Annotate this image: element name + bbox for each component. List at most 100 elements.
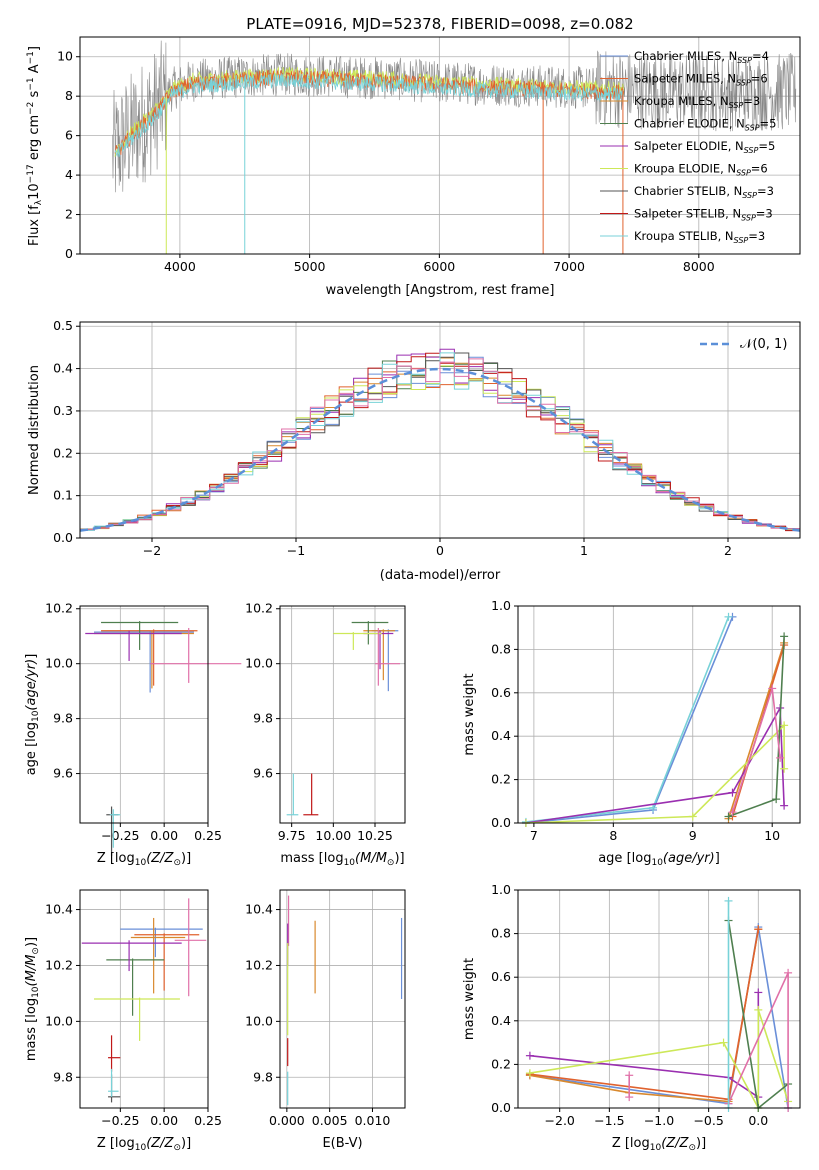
age-z-grid: −0.25 0.00 0.25 9.6 9.8 10.0 10.2 [45, 601, 222, 843]
mass-ebv-ytick-label: 10.2 [245, 957, 273, 972]
age-z-ytick-label: 9.8 [53, 711, 73, 726]
histogram-xtick-label: 2 [724, 543, 732, 558]
mass-vs-ebv-panel: 0.000 0.005 0.010 9.8 10.0 10.2 10.4 E(B-V) [245, 889, 406, 1151]
weight-age-xtick-label: 7 [530, 828, 538, 843]
age-z-xtick-label: −0.25 [101, 828, 139, 843]
mass-ebv-xlabel: E(B-V) [322, 1136, 362, 1151]
legend-label: Kroupa STELIB, NSSP=3 [634, 229, 765, 245]
legend-label: Chabrier MILES, NSSP=4 [634, 49, 769, 65]
spectrum-panel: PLATE=0916, MJD=52378, FIBERID=0098, z=0… [26, 15, 801, 298]
weight-age-line [525, 616, 730, 823]
weight-z-xtick-label: −1.0 [644, 1113, 674, 1128]
mass-ebv-ytick-label: 10.0 [245, 1013, 273, 1028]
legend-label: Chabrier STELIB, NSSP=3 [634, 184, 774, 200]
mass-z-xlabel: Z [log10(Z/Z⊙)] [97, 1136, 191, 1153]
histogram-ytick-label: 0.1 [53, 488, 73, 503]
age-mass-ytick-label: 9.6 [253, 766, 273, 781]
age-z-ylabel: age [log10(age/yr)] [24, 654, 41, 776]
histogram-ytick-label: 0.4 [53, 361, 73, 376]
mass-z-ylabel: mass [log10(M/M⊙)] [24, 937, 41, 1061]
spectrum-ytick-label: 8 [65, 88, 73, 103]
age-mass-xtick-label: 10.25 [357, 828, 393, 843]
mass-z-data [81, 898, 207, 1103]
normal-legend: 𝒩(0, 1) [700, 337, 787, 352]
spectrum-xlabel: wavelength [Angstrom, rest frame] [326, 283, 555, 298]
spectrum-ylabel: Flux [fλ10−17 erg cm−2 s−1 A−1] [26, 46, 44, 246]
weight-z-ylabel: mass weight [462, 958, 477, 1040]
age-mass-xlabel: mass [log10(M/M⊙)] [280, 851, 404, 868]
weight-z-xtick-label: −2.0 [545, 1113, 575, 1128]
spectrum-ytick-label: 0 [65, 246, 73, 261]
age-z-xtick-label: 0.25 [194, 828, 222, 843]
spectrum-ytick-label: 6 [65, 128, 73, 143]
age-mass-axes-frame [279, 605, 406, 824]
weight-z-ytick-label: 0.4 [491, 1013, 511, 1028]
weight-age-ytick-label: 0.6 [491, 685, 511, 700]
normal-legend-label: 𝒩(0, 1) [740, 337, 787, 352]
histogram-axes-frame [79, 321, 801, 539]
legend-label: Salpeter MILES, NSSP=6 [634, 72, 768, 88]
legend-label: Kroupa ELODIE, NSSP=6 [634, 162, 768, 178]
mass-ebv-ytick-label: 9.8 [253, 1069, 273, 1084]
age-z-ytick-label: 10.2 [45, 601, 73, 616]
weight-z-xtick-label: −1.5 [594, 1113, 624, 1128]
weight-z-data [525, 896, 793, 1112]
age-z-data [85, 621, 242, 856]
weight-age-xtick-label: 10 [764, 828, 780, 843]
weight-age-line [525, 616, 734, 824]
histogram-ytick-label: 0.3 [53, 403, 73, 418]
mass-z-ytick-label: 10.2 [45, 957, 73, 972]
legend-label: Salpeter STELIB, NSSP=3 [634, 207, 773, 223]
weight-age-xlabel: age [log10(age/yr)] [598, 851, 720, 868]
legend-label: Salpeter ELODIE, NSSP=5 [634, 139, 775, 155]
spectrum-ytick-label: 10 [57, 49, 73, 64]
weight-z-axes-frame [517, 889, 801, 1109]
spectrum-xtick-label: 4000 [164, 259, 196, 274]
spectrum-xtick-label: 5000 [294, 259, 326, 274]
weight-age-xtick-label: 8 [609, 828, 617, 843]
age-vs-mass-panel: 9.75 10.00 10.25 9.6 9.8 10.0 10.2 mass [log10(… [245, 601, 406, 868]
spectrum-xtick-label: 8000 [683, 259, 715, 274]
weight-z-ytick-label: 0.8 [491, 926, 511, 941]
mass-ebv-axes-frame [279, 889, 406, 1109]
legend-label: Chabrier ELODIE, NSSP=5 [634, 117, 776, 133]
spectrum-axes-frame [79, 36, 801, 255]
weight-age-line [525, 723, 785, 824]
weight-vs-age-panel: 7 8 9 10 0.0 0.2 0.4 0.6 0.8 1.0 age [log10(age/yr… [462, 598, 801, 868]
age-mass-xtick-label: 9.75 [278, 828, 306, 843]
weight-z-ytick-label: 0.2 [491, 1056, 511, 1071]
weight-age-ytick-label: 0.4 [491, 728, 511, 743]
mass-z-ytick-label: 10.4 [45, 902, 73, 917]
age-mass-data [286, 621, 400, 816]
histogram-ytick-label: 0.5 [53, 318, 73, 333]
histogram-step-line [80, 358, 800, 530]
weight-z-ytick-label: 0.0 [491, 1100, 511, 1115]
age-vs-z-panel: −0.25 0.00 0.25 9.6 9.8 10.0 10.2 Z [log10(Z/Z⊙… [24, 601, 242, 868]
mass-ebv-ytick-label: 10.4 [245, 902, 273, 917]
mass-z-ytick-label: 9.8 [53, 1069, 73, 1084]
weight-z-ytick-label: 1.0 [491, 882, 511, 897]
weight-vs-z-panel: −2.0 −1.5 −1.0 −0.5 0.0 0.0 0.2 0.4 0.6 0.8 1.0 Z [… [462, 882, 801, 1153]
histogram-ylabel: Normed distribution [27, 365, 42, 495]
age-z-ytick-label: 10.0 [45, 656, 73, 671]
histogram-xlabel: (data-model)/error [380, 568, 501, 583]
weight-age-ylabel: mass weight [462, 673, 477, 755]
residual-histogram-panel: −2 −1 0 1 2 0.0 0.1 0.2 0.3 0.4 0.5 (data-model)/e… [27, 318, 801, 583]
histogram-ytick-label: 0.2 [53, 445, 73, 460]
mass-z-xtick-label: 0.00 [150, 1113, 178, 1128]
weight-z-line [529, 929, 760, 1101]
spectrum-ytick-label: 4 [65, 167, 73, 182]
spectrum-xtick-label: 7000 [553, 259, 585, 274]
weight-z-xtick-label: 0.0 [748, 1113, 768, 1128]
histogram-xtick-label: 0 [436, 543, 444, 558]
mass-z-xtick-label: −0.25 [101, 1113, 139, 1128]
spectrum-title: PLATE=0916, MJD=52378, FIBERID=0098, z=0… [246, 15, 633, 33]
model-spectrum-line [114, 73, 624, 158]
mass-z-axes-frame [79, 889, 209, 1109]
age-z-xtick-label: 0.00 [150, 828, 178, 843]
mass-vs-z-panel: −0.25 0.00 0.25 9.8 10.0 10.2 10.4 Z [log10(Z/Z… [24, 889, 222, 1153]
weight-z-ytick-label: 0.6 [491, 969, 511, 984]
weight-age-ytick-label: 1.0 [491, 598, 511, 613]
weight-age-line [727, 642, 785, 819]
